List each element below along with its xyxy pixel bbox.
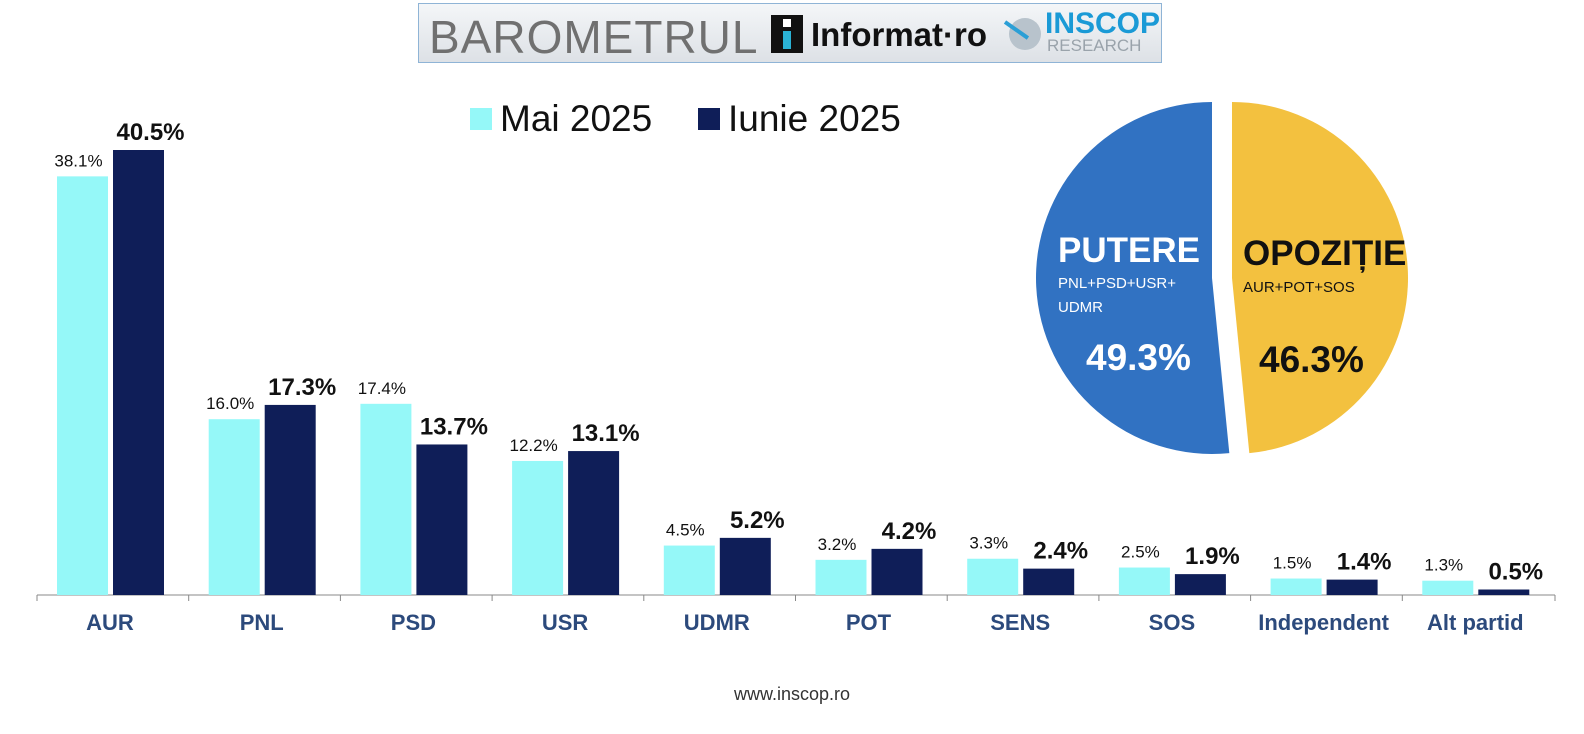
data-label-usr-iunie: 13.1% — [572, 420, 640, 447]
data-label-alt-partid-mai: 1.3% — [1424, 556, 1463, 575]
research-logo-text: RESEARCH — [1047, 36, 1142, 55]
data-label-sos-mai: 2.5% — [1121, 543, 1160, 562]
pie-sub-opozitie: AUR+POT+SOS — [1243, 279, 1355, 296]
data-label-udmr-iunie: 5.2% — [730, 507, 785, 534]
x-tick-label-sos: SOS — [1149, 610, 1195, 635]
pie-chart: PUTERE PNL+PSD+USR+ UDMR 49.3% OPOZIȚIE AUR+P… — [1036, 102, 1409, 455]
bar-independent-mai — [1270, 578, 1322, 595]
data-label-independent-iunie: 1.4% — [1337, 549, 1392, 576]
data-label-usr-mai: 12.2% — [509, 436, 557, 455]
legend-label-iunie: Iunie 2025 — [728, 98, 901, 139]
data-label-aur-iunie: 40.5% — [116, 119, 184, 146]
x-tick-label-psd: PSD — [391, 610, 436, 635]
data-label-independent-mai: 1.5% — [1273, 554, 1312, 573]
bar-sens-mai — [967, 558, 1019, 595]
bar-udmr-iunie — [719, 537, 771, 595]
data-label-aur-mai: 38.1% — [54, 151, 102, 170]
data-label-psd-mai: 17.4% — [358, 379, 406, 398]
data-label-pot-mai: 3.2% — [818, 535, 857, 554]
pie-sub-putere: UDMR — [1058, 299, 1103, 316]
bar-independent-iunie — [1326, 579, 1378, 595]
bar-psd-mai — [360, 403, 412, 595]
data-label-pnl-mai: 16.0% — [206, 394, 254, 413]
bar-sos-iunie — [1174, 574, 1226, 595]
bar-aur-mai — [57, 176, 108, 596]
bar-pot-iunie — [871, 548, 923, 595]
bar-sos-mai — [1118, 567, 1170, 595]
pie-slice-opozitie — [1232, 102, 1409, 454]
pie-name-putere: PUTERE — [1058, 231, 1200, 270]
barometer-title: BAROMETRUL — [429, 11, 759, 63]
x-tick-label-pnl: PNL — [240, 610, 284, 635]
bar-pnl-mai — [208, 419, 260, 595]
informat-logo-icon — [771, 15, 803, 53]
legend-swatch-mai — [470, 108, 492, 130]
header-banner: BAROMETRUL Informat·ro INSCOP RESEARCH — [418, 3, 1162, 63]
x-tick-label-udmr: UDMR — [684, 610, 750, 635]
legend-swatch-iunie — [698, 108, 720, 130]
footer-url[interactable]: www.inscop.ro — [733, 684, 851, 704]
informat-logo-text: Informat·ro — [811, 16, 987, 53]
legend-item-mai: Mai 2025 — [470, 98, 652, 140]
data-label-pnl-iunie: 17.3% — [268, 374, 336, 401]
x-tick-label-pot: POT — [846, 610, 892, 635]
data-label-udmr-mai: 4.5% — [666, 521, 705, 540]
pie-name-opozitie: OPOZIȚIE — [1243, 234, 1406, 273]
data-label-alt-partid-iunie: 0.5% — [1488, 559, 1543, 586]
bar-pnl-iunie — [264, 404, 316, 595]
pie-value-putere: 49.3% — [1086, 337, 1191, 378]
pie-value-opozitie: 46.3% — [1259, 339, 1364, 380]
bar-sens-iunie — [1023, 568, 1075, 595]
data-label-sens-mai: 3.3% — [969, 534, 1008, 553]
bar-psd-iunie — [416, 444, 468, 595]
x-tick-label-aur: AUR — [86, 610, 134, 635]
data-label-psd-iunie: 13.7% — [420, 413, 488, 440]
bar-udmr-mai — [663, 545, 715, 595]
bar-pot-mai — [815, 559, 867, 595]
x-tick-label-usr: USR — [542, 610, 589, 635]
bar-usr-iunie — [568, 451, 620, 595]
pie-slice-putere — [1036, 102, 1230, 455]
legend-label-mai: Mai 2025 — [500, 98, 653, 139]
x-tick-label-sens: SENS — [990, 610, 1050, 635]
legend-item-iunie: Iunie 2025 — [698, 98, 901, 140]
x-tick-label-independent: Independent — [1258, 610, 1389, 635]
x-tick-label-alt-partid: Alt partid — [1427, 610, 1524, 635]
bar-alt-partid-mai — [1422, 580, 1474, 595]
data-label-sos-iunie: 1.9% — [1185, 543, 1240, 570]
pie-sub-putere: PNL+PSD+USR+ — [1058, 275, 1176, 292]
bar-aur-iunie — [113, 150, 164, 595]
inscop-logo-text: INSCOP — [1045, 7, 1161, 40]
data-label-sens-iunie: 2.4% — [1033, 538, 1088, 565]
data-label-pot-iunie: 4.2% — [882, 518, 937, 545]
inscop-logo-icon — [1009, 18, 1041, 50]
bar-chart: 38.1% 40.5% AUR 16.0% 17.3% PNL 17.4% 13.7% PSD 1… — [36, 119, 1556, 635]
bar-usr-mai — [512, 460, 564, 595]
bar-alt-partid-iunie — [1478, 589, 1530, 595]
